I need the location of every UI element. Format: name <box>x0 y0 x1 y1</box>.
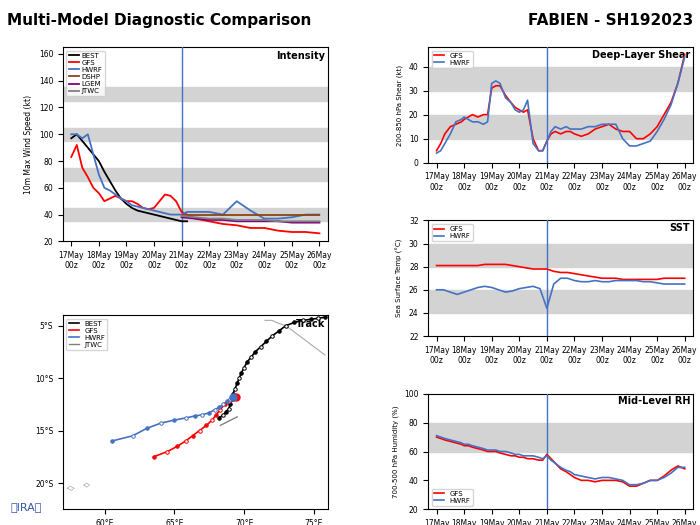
Bar <box>63 208 328 221</box>
Bar <box>63 87 328 101</box>
Legend: GFS, HWRF: GFS, HWRF <box>432 489 472 506</box>
Legend: BEST, GFS, HWRF, JTWC: BEST, GFS, HWRF, JTWC <box>66 319 108 350</box>
Y-axis label: 200-850 hPa Shear (kt): 200-850 hPa Shear (kt) <box>397 65 403 145</box>
Legend: GFS, HWRF: GFS, HWRF <box>432 224 472 241</box>
Y-axis label: Sea Surface Temp (°C): Sea Surface Temp (°C) <box>396 239 403 318</box>
Text: Multi-Model Diagnostic Comparison: Multi-Model Diagnostic Comparison <box>7 13 312 28</box>
Text: Deep-Layer Shear: Deep-Layer Shear <box>592 49 690 59</box>
Legend: GFS, HWRF: GFS, HWRF <box>432 51 472 68</box>
Text: Mid-Level RH: Mid-Level RH <box>618 396 690 406</box>
Bar <box>428 290 693 313</box>
Text: Track: Track <box>295 319 325 329</box>
Text: ⒸIRA⛵: ⒸIRA⛵ <box>10 502 42 512</box>
Legend: BEST, GFS, HWRF, DSHP, LGEM, JTWC: BEST, GFS, HWRF, DSHP, LGEM, JTWC <box>66 51 105 96</box>
Bar <box>428 114 693 139</box>
Y-axis label: 10m Max Wind Speed (kt): 10m Max Wind Speed (kt) <box>25 94 33 194</box>
Text: Intensity: Intensity <box>276 51 325 61</box>
Y-axis label: 700-500 hPa Humidity (%): 700-500 hPa Humidity (%) <box>392 405 398 498</box>
Bar <box>428 423 693 451</box>
Bar <box>428 244 693 267</box>
Bar <box>63 167 328 181</box>
Bar <box>428 67 693 90</box>
Text: FABIEN - SH192023: FABIEN - SH192023 <box>528 13 693 28</box>
Bar <box>63 128 328 141</box>
Text: SST: SST <box>670 223 690 233</box>
